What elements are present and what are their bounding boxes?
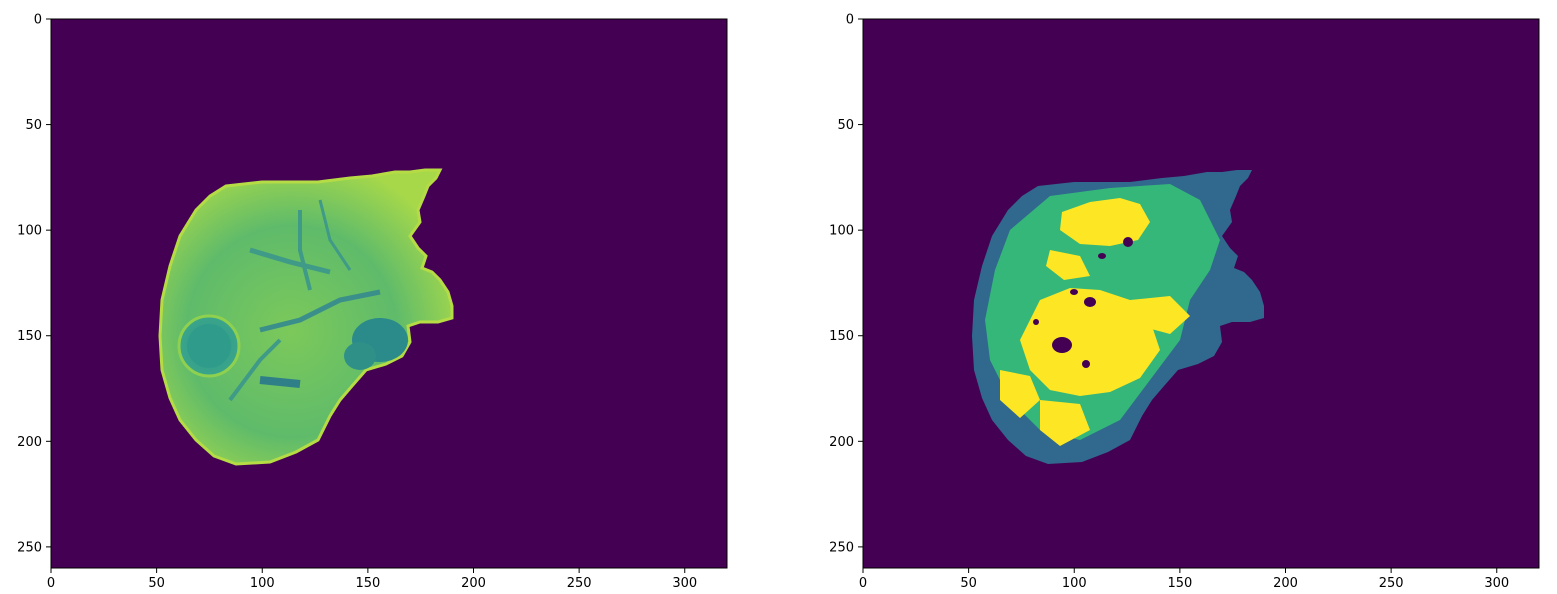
x-tick-label: 0 — [859, 576, 867, 591]
y-tick-label: 50 — [25, 118, 42, 133]
x-tick-label: 300 — [672, 576, 697, 591]
y-tick-label: 200 — [829, 435, 854, 450]
panel-left: 0 50 100 150 200 250 300 0 50 100 150 200 250 — [17, 13, 728, 591]
x-tick-label: 100 — [250, 576, 275, 591]
axes-frame — [50, 18, 728, 569]
x-tick-label: 250 — [1379, 576, 1404, 591]
x-tick-label: 200 — [461, 576, 486, 591]
y-tick-label: 250 — [17, 540, 42, 555]
x-tick-label: 200 — [1273, 576, 1298, 591]
x-tick-label: 150 — [1167, 576, 1192, 591]
y-tick-label: 200 — [17, 435, 42, 450]
y-tick-label: 0 — [34, 13, 42, 28]
y-tick-label: 100 — [829, 224, 854, 239]
x-tick-label: 150 — [355, 576, 380, 591]
x-tick-label: 250 — [567, 576, 592, 591]
y-tick-label: 50 — [837, 118, 854, 133]
y-tick-label: 150 — [17, 329, 42, 344]
liver-image — [158, 168, 454, 466]
y-axis-ticks: 0 50 100 150 200 250 — [17, 13, 51, 555]
x-tick-label: 100 — [1062, 576, 1087, 591]
x-tick-label: 0 — [47, 576, 55, 591]
x-axis-ticks: 0 50 100 150 200 250 300 — [859, 568, 1509, 591]
x-tick-label: 50 — [148, 576, 165, 591]
x-tick-label: 50 — [960, 576, 977, 591]
panel-right: 0 50 100 150 200 250 300 0 50 100 150 200 250 — [829, 13, 1540, 591]
y-tick-label: 250 — [829, 540, 854, 555]
axes-frame — [862, 18, 1540, 569]
y-tick-label: 150 — [829, 329, 854, 344]
y-tick-label: 0 — [846, 13, 854, 28]
y-axis-ticks: 0 50 100 150 200 250 — [829, 13, 863, 555]
segmentation-image — [972, 170, 1264, 464]
x-axis-ticks: 0 50 100 150 200 250 300 — [47, 568, 697, 591]
y-tick-label: 100 — [17, 224, 42, 239]
x-tick-label: 300 — [1484, 576, 1509, 591]
